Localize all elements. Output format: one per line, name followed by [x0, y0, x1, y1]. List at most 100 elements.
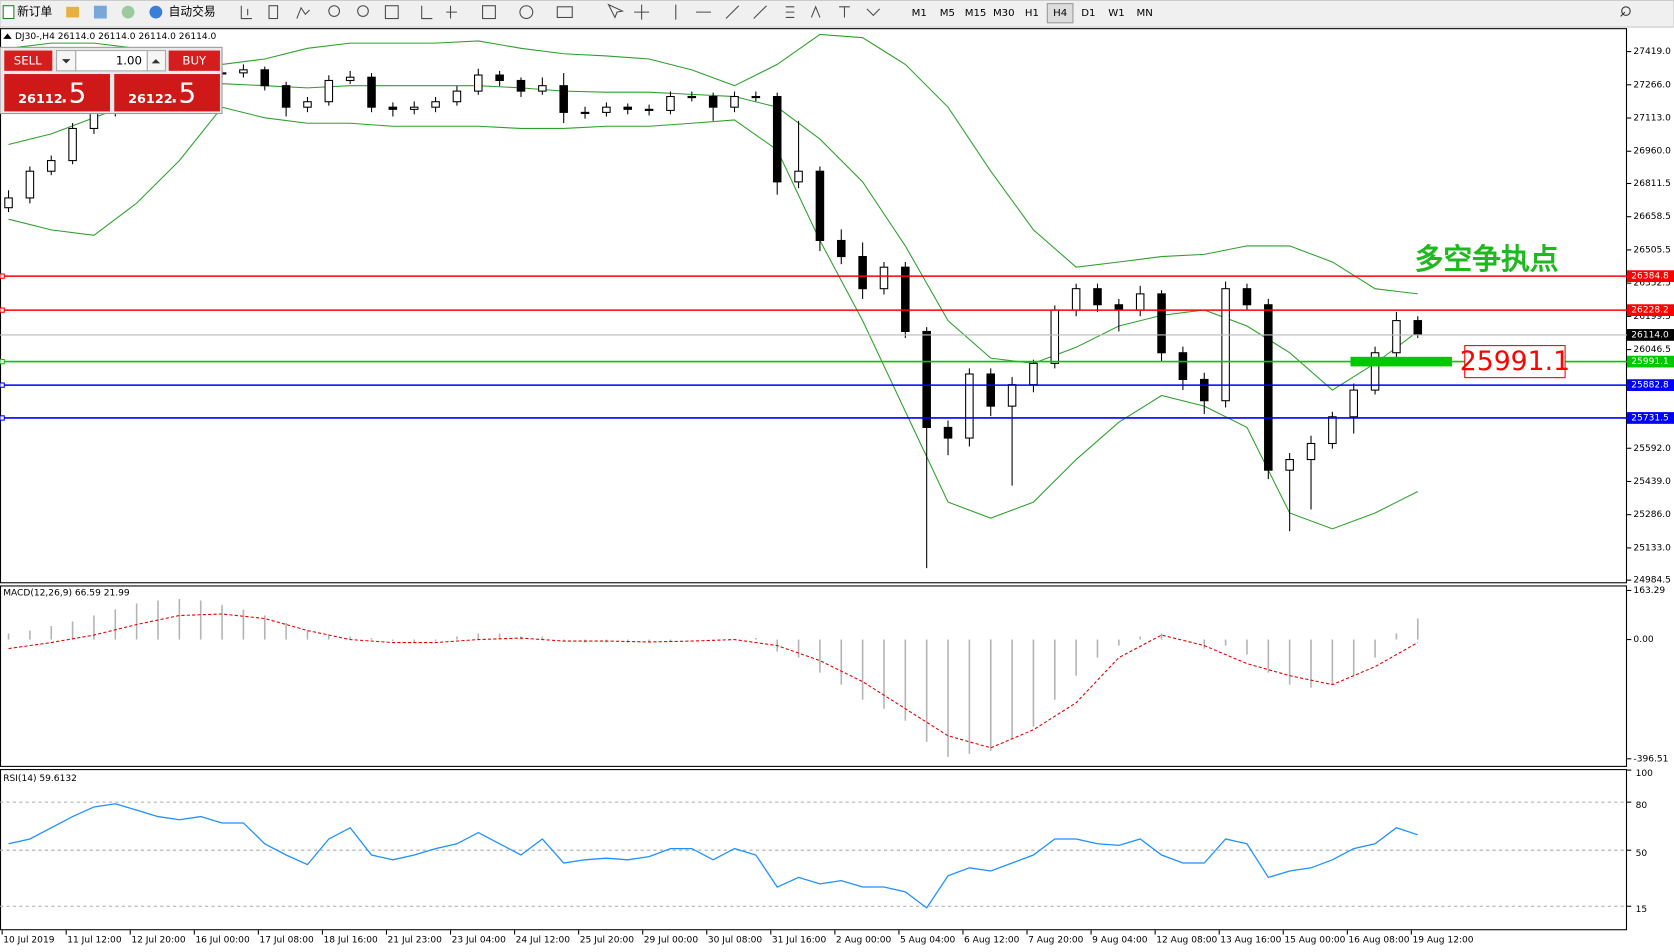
- ask-price[interactable]: 26122: [128, 92, 173, 107]
- candle-body: [1157, 293, 1166, 354]
- arrow-icon: [61, 59, 71, 64]
- tool-icon[interactable]: [446, 5, 457, 19]
- candle-body: [965, 373, 974, 439]
- candle-body: [1007, 384, 1017, 407]
- tool-icon[interactable]: [268, 5, 279, 20]
- candle-body: [879, 266, 889, 290]
- new-order-button[interactable]: 新订单: [17, 5, 52, 19]
- candle-body: [474, 74, 483, 92]
- chart-header: DJ30-,H4 26114.0 26114.0 26114.0 26114.0: [15, 32, 217, 42]
- x-tick-label: 2 Aug 00:00: [836, 935, 892, 945]
- candle-body: [452, 90, 462, 103]
- timeframe-button[interactable]: W1: [1108, 8, 1124, 19]
- timeframe-button[interactable]: M5: [940, 8, 955, 19]
- y-tick-label: 26505.5: [1633, 245, 1670, 255]
- candle-body: [388, 106, 398, 110]
- x-tick-label: 11 Jul 12:00: [67, 935, 122, 945]
- candle-body: [1285, 459, 1294, 471]
- candle-body: [730, 95, 739, 108]
- tool-icon[interactable]: [296, 6, 310, 19]
- bollinger-upper: [8, 33, 1418, 295]
- candle-body: [794, 170, 803, 183]
- candle-body: [281, 85, 291, 108]
- sell-label[interactable]: SELL: [14, 54, 42, 68]
- tool-icon[interactable]: [519, 5, 534, 20]
- x-tick-label: 30 Jul 08:00: [708, 935, 763, 945]
- bid-box[interactable]: [4, 74, 110, 112]
- level-anchor: [0, 382, 5, 388]
- main-chart-panel: [0, 28, 1628, 584]
- drawing-tools[interactable]: [810, 5, 881, 18]
- x-tick-label: 19 Aug 12:00: [1412, 935, 1473, 945]
- ask-box[interactable]: [114, 74, 220, 112]
- rsi-line: [8, 803, 1418, 909]
- volume-value[interactable]: 1.00: [116, 54, 142, 68]
- collapse-arrow[interactable]: [3, 33, 12, 39]
- callout-label: 25991.1: [1460, 346, 1570, 377]
- crosshair-tool[interactable]: [634, 4, 650, 20]
- tool-icon[interactable]: [384, 5, 399, 20]
- sell-button[interactable]: [4, 50, 53, 71]
- candle-body: [986, 373, 996, 407]
- cursor-tool[interactable]: [607, 3, 625, 19]
- timeframe-button[interactable]: H1: [1025, 8, 1039, 19]
- candle-body: [1413, 320, 1423, 336]
- candle-body: [1264, 304, 1273, 471]
- candle-body: [1050, 309, 1060, 364]
- x-tick-label: 16 Jul 00:00: [195, 935, 250, 945]
- tool-icon[interactable]: [421, 5, 433, 20]
- auto-trading-icon[interactable]: [149, 5, 163, 19]
- candle-body: [815, 170, 825, 242]
- callout-box: [1464, 345, 1566, 379]
- candle-body: [1199, 378, 1209, 402]
- tool-icon[interactable]: [482, 5, 496, 20]
- toolbar-icon[interactable]: [66, 6, 80, 18]
- ask-pips[interactable]: .5: [170, 76, 196, 109]
- auto-trading-button[interactable]: 自动交易: [169, 5, 216, 19]
- timeframe-button[interactable]: M30: [993, 8, 1015, 19]
- toolbar-icon[interactable]: [93, 5, 107, 19]
- new-order-icon[interactable]: [2, 5, 15, 20]
- level-tag: [1627, 355, 1674, 368]
- tool-icon[interactable]: [556, 6, 573, 18]
- trade-panel: SELL 1.00 BUY 26112 .5 26122 .5: [0, 46, 223, 115]
- level-tag: [1627, 270, 1674, 283]
- search-icon[interactable]: [1620, 6, 1631, 17]
- level-label: 25731.5: [1631, 413, 1668, 423]
- candle-body: [260, 69, 270, 87]
- candle-body: [1328, 416, 1337, 445]
- candle-body: [772, 95, 782, 183]
- toolbar-icon[interactable]: [121, 5, 135, 19]
- zoom-in[interactable]: [328, 5, 341, 17]
- bid-pips[interactable]: .5: [60, 76, 86, 109]
- candle-body: [602, 106, 611, 113]
- tool-icon[interactable]: [240, 5, 252, 20]
- candle-body: [901, 266, 910, 332]
- timeframe-button[interactable]: M1: [912, 8, 927, 19]
- y-tick-label: 25133.0: [1633, 543, 1671, 553]
- timeframe-button[interactable]: H4: [1053, 8, 1067, 19]
- level-anchor: [0, 358, 5, 365]
- level-anchor: [0, 307, 5, 313]
- toolbar-tools: [240, 3, 881, 20]
- drawing-tools[interactable]: [675, 4, 795, 20]
- candle-body: [1135, 293, 1145, 311]
- plot-layer: 27419.0 27266.0 27113.0 26960.0 26811.5 26658…: [0, 33, 1674, 945]
- x-tick-label: 13 Aug 16:00: [1220, 935, 1281, 945]
- timeframe-button[interactable]: MN: [1137, 8, 1153, 19]
- level-anchor: [0, 273, 5, 279]
- bid-price[interactable]: 26112: [18, 92, 63, 107]
- rsi-tick-label: 80: [1636, 801, 1648, 811]
- candle-body: [25, 170, 35, 199]
- macd-signal: [8, 613, 1419, 749]
- candle-body: [1242, 288, 1252, 306]
- zoom-out[interactable]: [357, 5, 369, 17]
- timeframe-button[interactable]: M15: [965, 8, 987, 19]
- buy-label[interactable]: BUY: [182, 54, 207, 68]
- timeframe-button[interactable]: D1: [1081, 8, 1095, 19]
- y-tick-label: 26199.5: [1633, 312, 1670, 322]
- x-tick-label: 12 Aug 08:00: [1156, 935, 1217, 945]
- bollinger-lower: [8, 106, 1419, 530]
- buy-button[interactable]: [168, 50, 220, 71]
